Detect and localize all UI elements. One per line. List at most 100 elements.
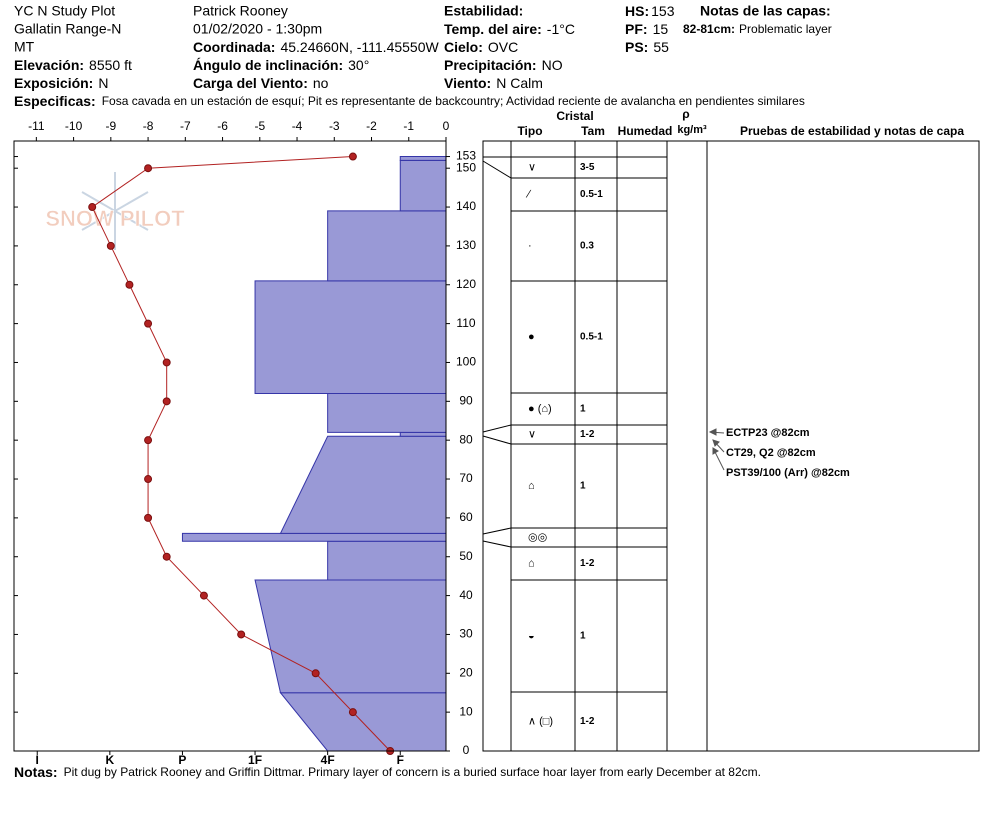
leader (482, 540, 512, 548)
label: Coordinada: (193, 39, 275, 55)
depth-tick-label: 130 (456, 238, 476, 252)
stability-test: CT29, Q2 @82cm (726, 447, 816, 459)
leader (482, 527, 512, 535)
range: Gallatin Range-N (14, 21, 121, 37)
coordinates: Coordinada: 45.24660N, -111.45550W (193, 39, 439, 55)
grain-size: 1-2 (580, 558, 595, 569)
temp-tick-label: -5 (254, 119, 265, 133)
temperature-point (348, 708, 357, 717)
hardness-tick-label: K (106, 753, 115, 767)
value: N (98, 75, 108, 91)
hardness-layer (327, 393, 447, 433)
temp-tick-label: -10 (65, 119, 83, 133)
temp-tick-label: -4 (292, 119, 303, 133)
hardness-layer (399, 156, 447, 161)
grain-type: ∧ (□) (528, 715, 553, 727)
aspect: Exposición: N (14, 75, 108, 91)
grain-type: ● (⌂) (528, 403, 552, 415)
value: OVC (488, 39, 518, 55)
hardness-layer (279, 435, 447, 534)
grain-type: · (528, 240, 532, 252)
grain-type: ∕ (525, 188, 532, 200)
depth-tick-label: 20 (459, 665, 473, 679)
temperature-point (144, 436, 153, 445)
value: 15 (653, 21, 669, 37)
hardness-tick-label: I (36, 753, 39, 767)
value: Problematic layer (739, 22, 832, 36)
slope: Ángulo de inclinación: 30° (193, 57, 369, 73)
sky: Cielo: OVC (444, 39, 518, 55)
hardness-layer (399, 159, 447, 212)
temperature-point (125, 280, 134, 289)
layer-table (482, 140, 980, 752)
temp-tick-label: -9 (105, 119, 116, 133)
temperature-point (106, 241, 115, 250)
temp-tick-label: 0 (443, 119, 450, 133)
label: Elevación: (14, 57, 84, 73)
hardness-layer (181, 532, 447, 542)
depth-tick-label: 40 (459, 588, 473, 602)
watermark-text: SNOW PILOT (45, 206, 185, 231)
value: 8550 ft (89, 57, 132, 73)
stability-test: PST39/100 (Arr) @82cm (726, 467, 850, 479)
temp-tick-label: -8 (143, 119, 154, 133)
temperature-point (348, 152, 357, 161)
depth-tick-label: 120 (456, 277, 476, 291)
temp-tick-label: -6 (217, 119, 228, 133)
temp-tick-label: -11 (28, 119, 45, 133)
temperature-point (162, 358, 171, 367)
value: 30° (348, 57, 369, 73)
label: Temp. del aire: (444, 21, 542, 37)
depth-tick-label: 140 (456, 199, 476, 213)
pf: PF: 15 (625, 21, 668, 37)
wind: Viento: N Calm (444, 75, 543, 91)
label: Precipitación: (444, 57, 537, 73)
value: Fosa cavada en un estación de esquí; Pit… (102, 94, 805, 108)
temperature-point (144, 475, 153, 484)
site: YC N Study Plot (14, 3, 115, 19)
leader (482, 424, 512, 433)
header-moisture: Humedad (618, 124, 673, 138)
hardness-tick-label: 4F (321, 753, 335, 767)
label: Carga del Viento: (193, 75, 308, 91)
temperature-point (144, 319, 153, 328)
hardness-layer (254, 579, 447, 694)
grain-type: ◒ (528, 630, 535, 642)
ps: PS: 55 (625, 39, 669, 55)
precip: Precipitación: NO (444, 57, 563, 73)
grain-size: 1 (580, 404, 586, 415)
grain-size: 0.5-1 (580, 189, 603, 200)
depth-tick-label: 110 (456, 316, 475, 330)
label: Especificas: (14, 93, 96, 109)
grain-type: ● (528, 331, 535, 343)
stability: Estabilidad: (444, 3, 523, 19)
grain-type: ∨ (528, 428, 536, 440)
grain-size: 0.5-1 (580, 332, 603, 343)
hardness-layer (279, 692, 447, 752)
temperature-point (311, 669, 320, 678)
hardness-tick-label: 1F (248, 753, 262, 767)
label: HS: (625, 3, 649, 19)
grain-size: 1 (580, 631, 586, 642)
depth-tick-label: 80 (459, 432, 473, 446)
value: 55 (653, 39, 669, 55)
air-temp: Temp. del aire: -1°C (444, 21, 575, 37)
grain-type: ⌂ (528, 557, 535, 569)
temp-tick-label: -2 (366, 119, 377, 133)
observer: Patrick Rooney (193, 3, 288, 19)
notes: Notas: Pit dug by Patrick Rooney and Grif… (14, 764, 761, 780)
watermark: SNOW PILOT (45, 172, 186, 250)
hardness-tick-label: F (397, 753, 404, 767)
stability-test: ECTP23 @82cm (726, 427, 810, 439)
header-density: ρ (682, 107, 689, 121)
depth-tick-label: 10 (459, 704, 473, 718)
hardness-layer (254, 280, 447, 395)
depth-tick-label: 100 (456, 355, 476, 369)
label: Cielo: (444, 39, 483, 55)
header-density-unit: kg/m³ (677, 124, 707, 136)
hs: HS: 153 (625, 3, 675, 19)
depth-tick-label: 30 (459, 627, 473, 641)
hardness-layer (399, 431, 447, 437)
